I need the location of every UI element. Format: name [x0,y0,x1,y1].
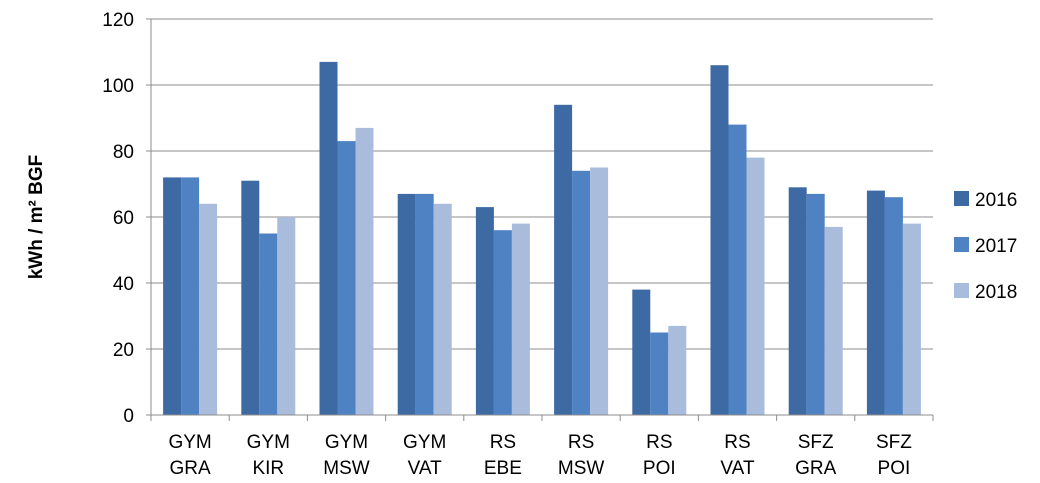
x-tick-label: VAT [720,458,755,479]
x-tick-label: GYM [325,432,368,453]
bar [728,124,747,415]
bar [475,207,494,415]
x-tick-label: RS [646,432,672,453]
bar [181,177,200,415]
bar [746,157,765,415]
x-tick-label: RS [490,432,516,453]
bar [824,226,843,415]
bar [902,223,921,415]
bar [433,203,452,415]
bar [650,332,669,415]
bar [493,230,512,415]
bar [337,141,356,415]
bar [788,187,807,415]
y-axis-label: kWh / m² BGF [26,155,47,280]
x-tick-label: GYM [247,432,290,453]
bar [554,104,573,416]
x-tick-label: SFZ [876,432,912,453]
legend-label: 2016 [975,190,1017,211]
bar [632,289,651,415]
x-tick-label: GRA [170,458,212,479]
x-tick-label: MSW [323,458,370,479]
x-tick-label: VAT [408,458,443,479]
bar [710,65,729,415]
legend-swatch [954,237,969,252]
x-tick-label: POI [878,458,911,479]
bar [884,197,903,415]
y-tick-label: 100 [102,76,134,97]
x-tick-label: SFZ [798,432,834,453]
bar [668,325,687,415]
bar [277,217,296,415]
y-tick-label: 60 [113,208,134,229]
axes [146,18,934,421]
bar [259,233,278,415]
legend: 2016 2017 2018 [954,190,1017,303]
x-tick-label: GRA [795,458,837,479]
x-tick-label: RS [568,432,594,453]
x-tick-label: KIR [252,458,284,479]
y-tick-label: 0 [123,406,134,427]
bar [199,203,218,415]
x-tick-label: RS [724,432,750,453]
bar [590,167,609,415]
bars [163,61,921,416]
y-tick-label: 20 [113,340,134,361]
y-tick-label: 120 [102,10,134,31]
bar [415,193,434,415]
x-tick-label: POI [643,458,676,479]
x-tick-label: MSW [558,458,605,479]
bar [397,193,416,415]
bar [163,177,182,415]
bar [319,61,338,416]
x-tick-label: EBE [484,458,522,479]
y-tick-label: 80 [113,142,134,163]
bar [866,190,885,415]
bar [355,127,374,416]
y-tick-label: 40 [113,274,134,295]
x-tick-label: GYM [403,432,446,453]
x-tick-label: GYM [168,432,211,453]
legend-swatch [954,283,969,298]
legend-label: 2017 [975,236,1017,257]
y-tick-labels: 0 20 40 60 80 100 120 [102,10,134,427]
bar [806,193,825,415]
bar [241,180,260,415]
legend-label: 2018 [975,282,1017,303]
x-tick-labels: GYM GRA GYM KIR GYM MSW GYM VAT RS EBE RS MSW RS POI R… [168,432,912,479]
bar [511,223,530,415]
legend-swatch [954,191,969,206]
bar [572,170,591,415]
